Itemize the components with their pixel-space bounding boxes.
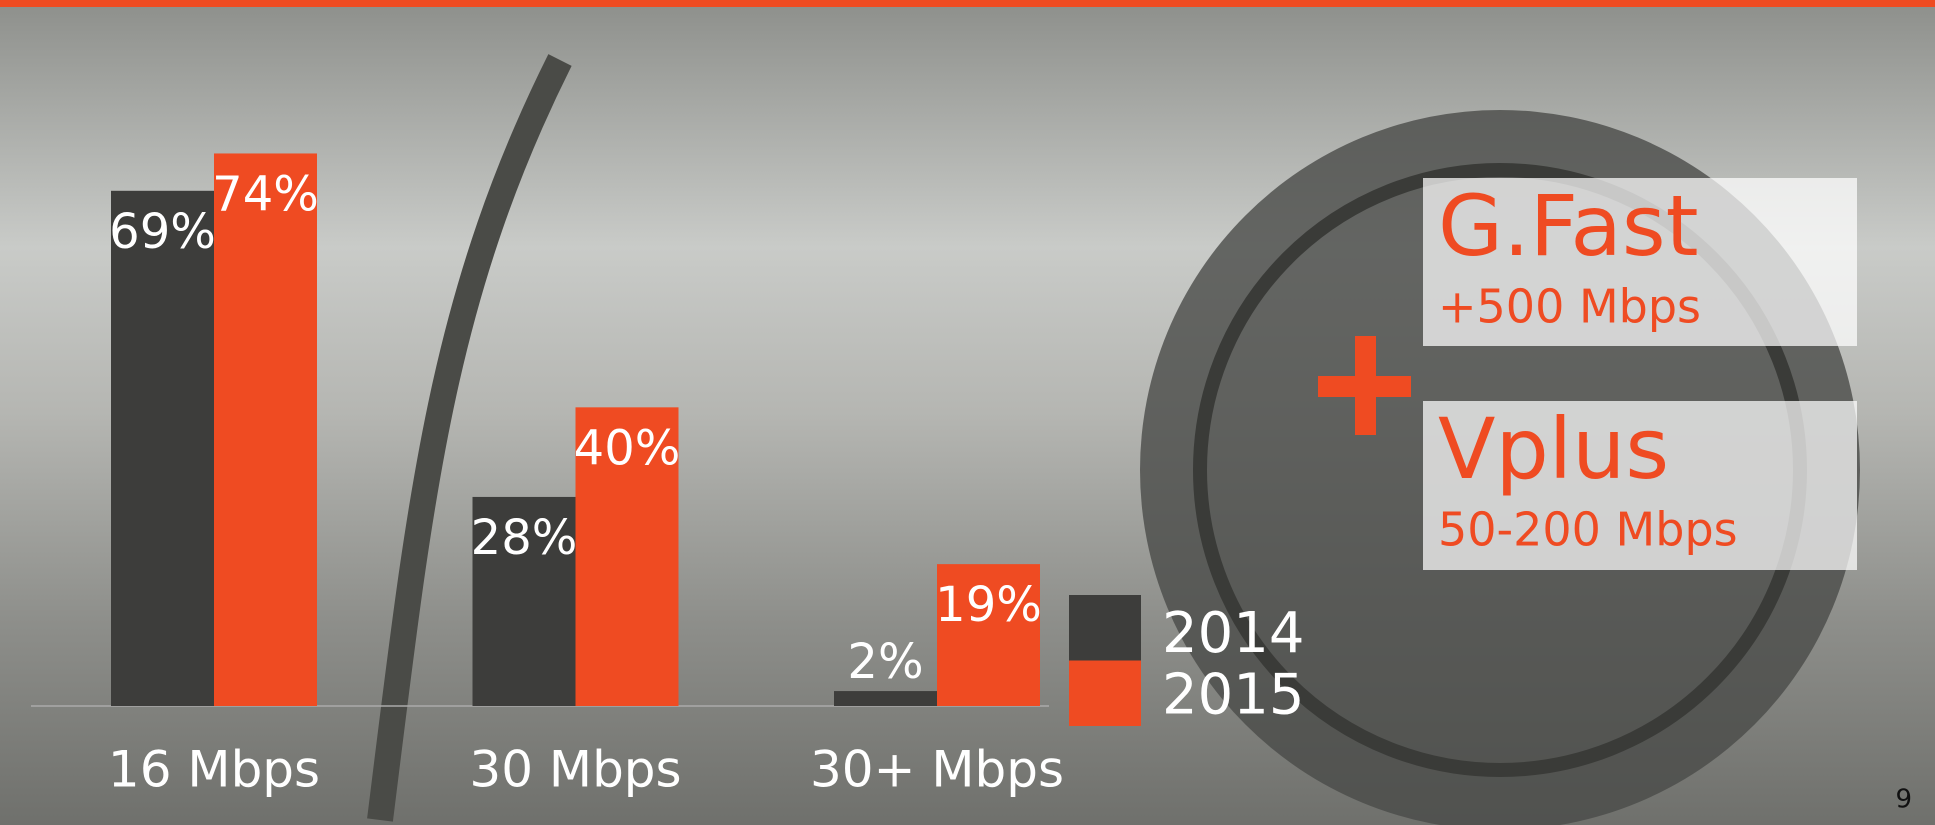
value-label: 19%	[935, 577, 1042, 633]
bar	[575, 407, 679, 706]
tree-trunk	[367, 54, 572, 822]
legend-label: 2014	[1162, 601, 1305, 666]
page-number: 9	[1895, 785, 1912, 815]
legend-label: 2015	[1162, 663, 1305, 728]
bar	[472, 496, 576, 706]
value-label: 2%	[847, 634, 923, 690]
callout-box	[1423, 178, 1857, 346]
callout-title: G.Fast	[1438, 177, 1699, 275]
legend-swatch	[1069, 595, 1141, 661]
bar	[214, 153, 317, 706]
callout-box	[1423, 401, 1857, 570]
value-label: 28%	[471, 510, 578, 566]
x-tick-label: 30 Mbps	[469, 741, 681, 799]
x-tick-label: 30+ Mbps	[810, 741, 1064, 799]
bar	[834, 691, 937, 706]
callout-subtitle: 50-200 Mbps	[1438, 503, 1738, 557]
legend-swatch	[1069, 660, 1141, 726]
top-bar	[0, 0, 1935, 7]
value-label: 74%	[212, 166, 319, 222]
bar	[937, 564, 1040, 706]
bar	[111, 190, 214, 707]
callout-subtitle: +500 Mbps	[1438, 280, 1701, 334]
value-label: 69%	[109, 204, 216, 260]
x-tick-label: 16 Mbps	[108, 741, 320, 799]
callout-title: Vplus	[1438, 400, 1669, 498]
value-label: 40%	[574, 420, 681, 476]
plus-sign	[1318, 376, 1411, 397]
